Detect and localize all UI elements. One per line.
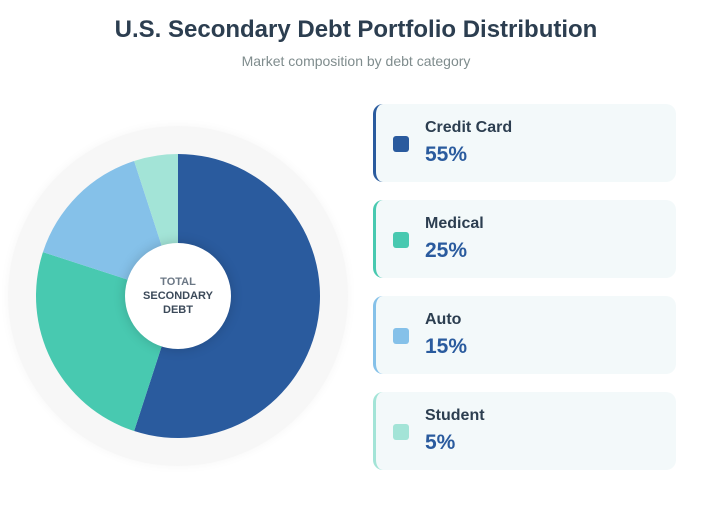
legend-card-medical[interactable]: Medical 25%: [373, 200, 676, 278]
legend-label: Medical: [425, 215, 484, 232]
center-label-line3: DEBT: [163, 304, 193, 316]
center-label-line2: SECONDARY: [143, 290, 213, 302]
pie-center-label: TOTAL SECONDARY DEBT: [125, 243, 231, 349]
legend-label: Credit Card: [425, 119, 513, 136]
legend-value: 25%: [425, 239, 468, 262]
legend-card-auto[interactable]: Auto 15%: [373, 296, 676, 374]
legend-swatch-icon: [393, 424, 409, 440]
legend-swatch-icon: [393, 328, 409, 344]
legend-swatch-icon: [393, 136, 409, 152]
center-label-line1: TOTAL: [160, 276, 196, 288]
legend-label: Student: [425, 407, 485, 424]
chart-title: U.S. Secondary Debt Portfolio Distributi…: [114, 16, 598, 43]
legend-swatch-icon: [393, 232, 409, 248]
legend-value: 15%: [425, 335, 468, 358]
legend-label: Auto: [425, 311, 462, 328]
legend-card-student[interactable]: Student 5%: [373, 392, 676, 470]
legend-value: 55%: [425, 143, 468, 166]
legend-card-credit-card[interactable]: Credit Card 55%: [373, 104, 676, 182]
legend-value: 5%: [425, 431, 456, 454]
chart-subtitle: Market composition by debt category: [241, 53, 471, 69]
